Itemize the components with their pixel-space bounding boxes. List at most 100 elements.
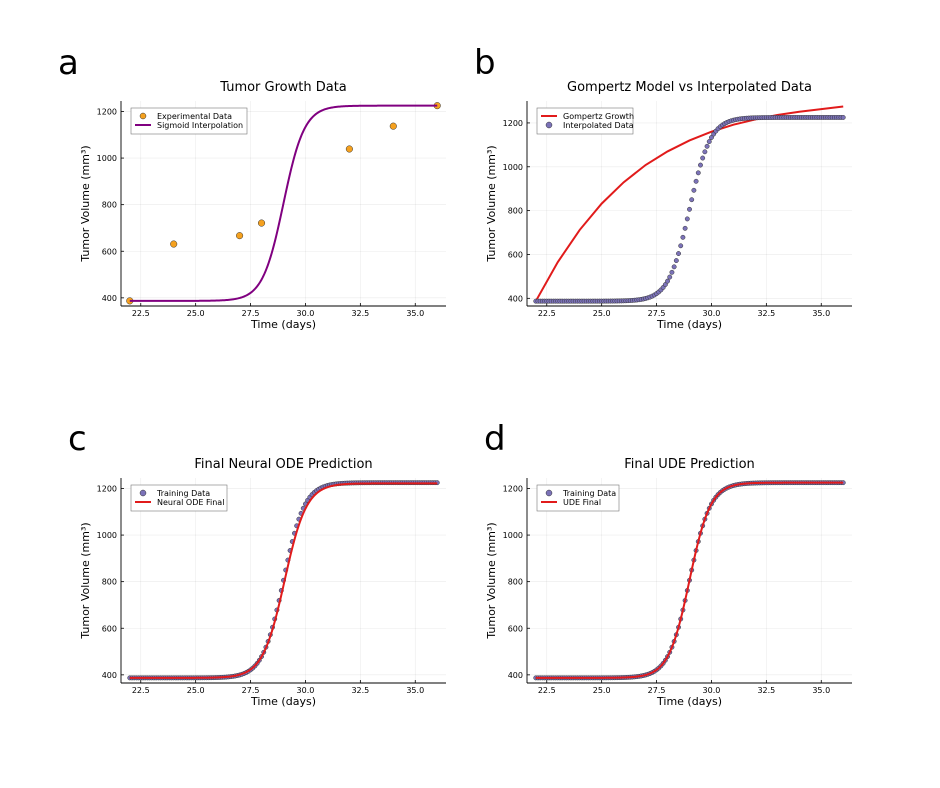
data-point: [667, 274, 673, 280]
series-line: [535, 481, 844, 679]
y-tick-label: 1000: [97, 154, 117, 163]
x-tick-label: 32.5: [757, 309, 775, 318]
series-line: [129, 482, 438, 679]
x-tick-label: 30.0: [703, 686, 721, 695]
data-point: [687, 206, 692, 212]
y-tick-label: 1000: [97, 531, 117, 540]
legend-box: [536, 107, 634, 135]
y-tick-label: 1200: [503, 484, 523, 493]
data-point: [673, 258, 679, 264]
x-tick-label: 30.0: [297, 686, 315, 695]
legend-swatch-marker: [139, 489, 147, 497]
y-tick-label: 1000: [503, 163, 523, 172]
y-tick-label: 800: [508, 207, 523, 216]
legend-entry: Gompertz Growth: [563, 112, 634, 121]
panel-letter: a: [58, 43, 79, 83]
plot-area: [533, 480, 846, 681]
legend-entry: Interpolated Data: [563, 121, 634, 130]
data-point: [669, 269, 675, 275]
y-tick-label: 800: [102, 578, 117, 587]
x-tick-label: 25.0: [187, 309, 205, 318]
legend-entry: Experimental Data: [157, 112, 232, 121]
legend-entry: Neural ODE Final: [157, 498, 224, 507]
data-point: [682, 225, 688, 231]
x-tick-label: 22.5: [538, 686, 556, 695]
y-tick-label: 400: [102, 294, 117, 303]
y-tick-label: 1000: [503, 531, 523, 540]
x-tick-label: 32.5: [351, 309, 369, 318]
y-tick-label: 800: [508, 578, 523, 587]
x-tick-label: 27.5: [648, 309, 666, 318]
panel-d: d Final UDE Prediction 22.5 25.0 27.5 30.0 32.…: [484, 419, 852, 708]
panel-a: a Tumor Growth Data 22.5 25.0 27.5 30.0 32.5 35…: [58, 43, 446, 331]
legend-swatch-marker: [545, 489, 553, 497]
data-point: [662, 282, 668, 288]
data-point: [693, 178, 699, 184]
x-tick-label: 35.0: [406, 686, 424, 695]
y-tick-label: 800: [102, 201, 117, 210]
x-axis-label: Time (days): [656, 318, 722, 331]
panel-letter: b: [474, 43, 496, 83]
data-point: [257, 219, 266, 227]
data-point: [706, 139, 712, 145]
y-axis-label: Tumor Volume (mm³): [79, 145, 92, 262]
y-axis-label: Tumor Volume (mm³): [79, 522, 92, 639]
data-point: [389, 122, 397, 130]
data-point: [665, 278, 670, 284]
chart-title: Gompertz Model vs Interpolated Data: [567, 80, 812, 95]
x-tick-label: 27.5: [648, 686, 666, 695]
x-tick-label: 22.5: [538, 309, 556, 318]
y-tick-label: 400: [508, 294, 523, 303]
data-point: [698, 162, 703, 168]
data-point: [684, 216, 690, 222]
x-tick-label: 32.5: [757, 686, 775, 695]
x-tick-label: 22.5: [132, 686, 150, 695]
legend-box: [536, 484, 620, 512]
x-tick-label: 35.0: [812, 309, 830, 318]
chart-title: Final Neural ODE Prediction: [194, 457, 372, 472]
legend-entry: Training Data: [156, 489, 210, 498]
x-axis-label: Time (days): [250, 318, 316, 331]
data-point: [704, 143, 710, 149]
x-tick-label: 27.5: [242, 686, 260, 695]
panel-c: c Final Neural ODE Prediction 22.5 25.0 27.5…: [68, 419, 446, 708]
legend-entry: UDE Final: [563, 498, 601, 507]
y-axis-label: Tumor Volume (mm³): [485, 145, 498, 262]
y-tick-label: 1200: [97, 107, 117, 116]
plot-area: [533, 105, 846, 304]
panel-letter: c: [68, 419, 87, 459]
data-point: [709, 135, 714, 140]
legend-entry: Training Data: [562, 489, 616, 498]
x-axis-label: Time (days): [656, 695, 722, 708]
data-point: [680, 234, 686, 240]
y-axis-label: Tumor Volume (mm³): [485, 522, 498, 639]
y-tick-label: 600: [508, 624, 523, 633]
data-point: [689, 197, 695, 203]
chart-title: Tumor Growth Data: [219, 80, 347, 95]
y-tick-label: 400: [508, 671, 523, 680]
y-tick-label: 600: [508, 250, 523, 259]
data-point: [691, 187, 697, 193]
x-tick-label: 30.0: [703, 309, 721, 318]
legend-entry: Sigmoid Interpolation: [157, 121, 243, 130]
x-tick-label: 32.5: [351, 686, 369, 695]
x-tick-label: 35.0: [406, 309, 424, 318]
y-tick-label: 600: [102, 247, 117, 256]
data-point: [702, 149, 708, 155]
legend-box: [130, 484, 228, 512]
x-tick-label: 35.0: [812, 686, 830, 695]
plot-area: [126, 102, 441, 305]
y-tick-label: 400: [102, 671, 117, 680]
y-tick-label: 1200: [97, 484, 117, 493]
chart-title: Final UDE Prediction: [624, 457, 755, 472]
data-point: [345, 145, 353, 153]
data-point: [170, 240, 178, 248]
panel-b: b Gompertz Model vs Interpolated Data 22.5…: [474, 43, 852, 331]
legend-box: [130, 107, 248, 135]
x-tick-label: 25.0: [593, 309, 611, 318]
